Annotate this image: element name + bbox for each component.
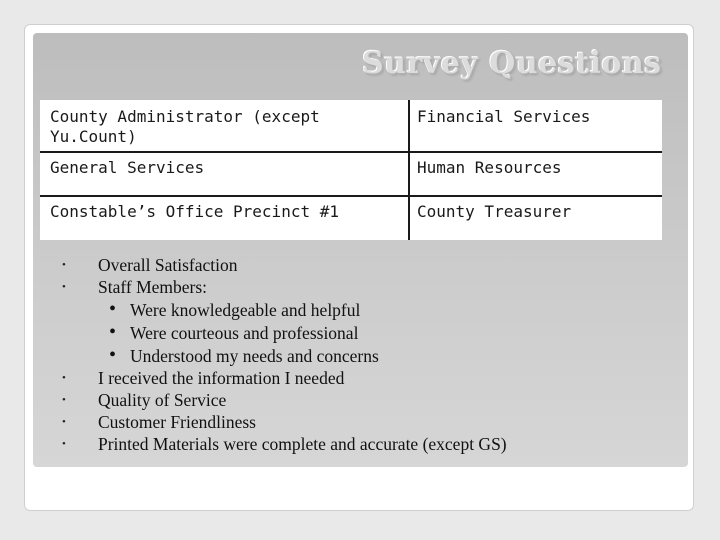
table-cell: Constable’s Office Precinct #1 — [50, 202, 339, 221]
table-row-divider — [40, 151, 662, 153]
table-cell: Financial Services — [408, 100, 662, 152]
list-item: • Quality of Service — [60, 389, 660, 411]
survey-question-list: • Overall Satisfaction • Staff Members: … — [60, 254, 660, 455]
sub-list-item: • Understood my needs and concerns — [60, 344, 660, 367]
question-text: Quality of Service — [98, 390, 227, 410]
table-cell: Human Resources — [408, 152, 662, 196]
bullet-icon: • — [62, 394, 66, 406]
question-text: Printed Materials were complete and accu… — [98, 434, 507, 454]
question-text: I received the information I needed — [98, 368, 345, 388]
table-row-divider — [40, 195, 662, 197]
list-item: • I received the information I needed — [60, 367, 660, 389]
sub-question-text: Were courteous and professional — [130, 323, 359, 343]
question-text: Customer Friendliness — [98, 412, 256, 432]
bullet-icon: • — [62, 416, 66, 428]
bullet-icon: • — [109, 321, 117, 343]
department-table: County Administrator (except Yu.Count) F… — [40, 100, 662, 240]
list-item: • Customer Friendliness — [60, 411, 660, 433]
bullet-icon: • — [109, 298, 117, 320]
bullet-icon: • — [62, 438, 66, 450]
bullet-icon: • — [109, 344, 117, 366]
table-cell: General Services — [50, 158, 205, 177]
bullet-icon: • — [62, 259, 66, 271]
question-text: Staff Members: — [98, 277, 208, 297]
question-text: Overall Satisfaction — [98, 255, 238, 275]
bullet-icon: • — [62, 281, 66, 293]
list-item: • Printed Materials were complete and ac… — [60, 433, 660, 455]
list-item: • Overall Satisfaction — [60, 254, 660, 276]
slide-title: Survey Questions — [362, 46, 662, 81]
table-cell: County Treasurer — [408, 196, 662, 240]
table-cell: County Administrator (except Yu.Count) — [50, 107, 320, 146]
bullet-icon: • — [62, 372, 66, 384]
list-item: • Staff Members: — [60, 276, 660, 298]
sub-question-text: Understood my needs and concerns — [130, 346, 379, 366]
sub-list-item: • Were courteous and professional — [60, 321, 660, 344]
sub-list-item: • Were knowledgeable and helpful — [60, 298, 660, 321]
sub-question-text: Were knowledgeable and helpful — [130, 300, 361, 320]
